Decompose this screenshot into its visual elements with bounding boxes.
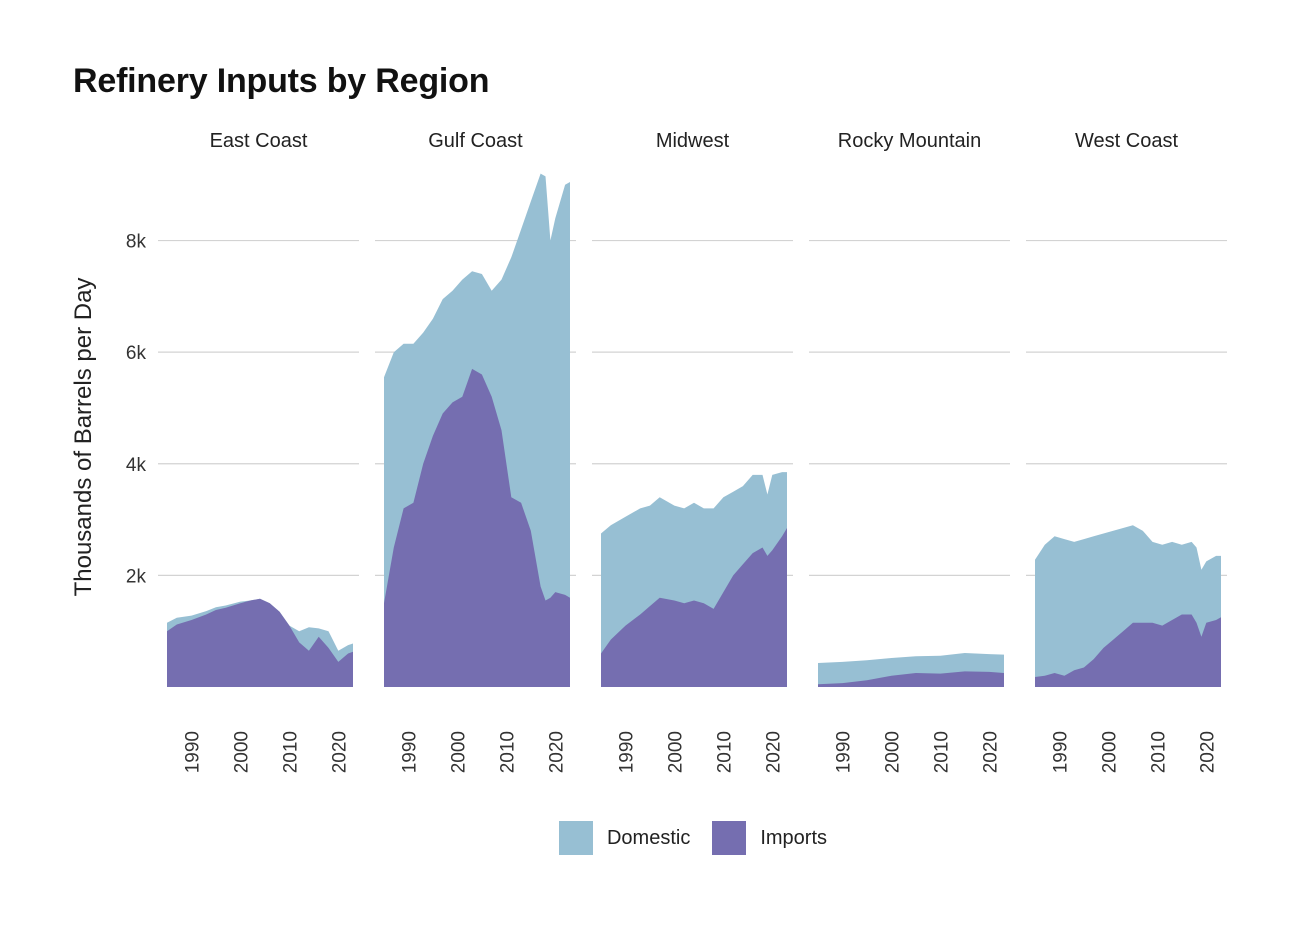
legend-label-imports: Imports: [760, 826, 828, 849]
area-imports-midwest: [601, 528, 787, 687]
area-imports-rocky-mountain: [818, 671, 1004, 687]
legend-item-domestic: Domestic: [558, 821, 691, 855]
x-tick-label-west-coast-2010: 2010: [1148, 731, 1169, 773]
x-tick-label-gulf-coast-1990: 1990: [400, 731, 421, 773]
x-tick-label-east-coast-2020: 2020: [329, 731, 350, 773]
x-tick-label-gulf-coast-2000: 2000: [448, 731, 469, 773]
legend-item-imports: Imports: [712, 821, 827, 855]
y-tick-label-6k: 6k: [126, 343, 147, 364]
legend-label-domestic: Domestic: [606, 826, 691, 849]
facet-title-midwest: Midwest: [656, 130, 730, 152]
y-tick-label-8k: 8k: [126, 232, 147, 253]
facet-midwest: Midwest 1990 2000 2010 2020: [592, 130, 793, 773]
legend-swatch-imports: [712, 821, 747, 855]
x-tick-label-gulf-coast-2020: 2020: [546, 731, 567, 773]
x-tick-label-west-coast-2000: 2000: [1099, 731, 1120, 773]
area-imports-west-coast: [1035, 614, 1221, 687]
facet-title-west-coast: West Coast: [1075, 130, 1178, 152]
facet-west-coast: West Coast 1990 2000 2010 2020: [1026, 130, 1227, 773]
facet-title-gulf-coast: Gulf Coast: [428, 130, 523, 152]
x-tick-label-west-coast-1990: 1990: [1051, 731, 1072, 773]
x-tick-label-midwest-1990: 1990: [617, 731, 638, 773]
x-tick-label-rocky-mountain-2000: 2000: [882, 731, 903, 773]
x-tick-label-rocky-mountain-2010: 2010: [931, 731, 952, 773]
x-tick-label-west-coast-2020: 2020: [1197, 731, 1218, 773]
facet-title-rocky-mountain: Rocky Mountain: [838, 130, 981, 152]
y-tick-label-2k: 2k: [126, 566, 147, 587]
area-imports-east-coast: [167, 598, 353, 687]
x-tick-label-east-coast-1990: 1990: [183, 731, 204, 773]
x-tick-label-midwest-2010: 2010: [714, 731, 735, 773]
x-tick-label-rocky-mountain-2020: 2020: [980, 731, 1001, 773]
facet-east-coast: East Coast 1990 2000 2010 2020: [158, 130, 359, 773]
chart-title: Refinery Inputs by Region: [73, 62, 490, 100]
x-tick-label-east-coast-2000: 2000: [231, 731, 252, 773]
x-tick-label-midwest-2020: 2020: [763, 731, 784, 773]
legend: Domestic Imports: [0, 818, 1302, 858]
facet-rocky-mountain: Rocky Mountain 1990 2000 2010 2020: [809, 130, 1010, 773]
y-tick-label-4k: 4k: [126, 455, 147, 476]
x-tick-label-rocky-mountain-1990: 1990: [834, 731, 855, 773]
x-tick-label-midwest-2000: 2000: [665, 731, 686, 773]
area-imports-gulf-coast: [384, 368, 570, 687]
facet-title-east-coast: East Coast: [210, 130, 308, 152]
y-axis-title: Thousands of Barrels per Day: [70, 278, 97, 597]
x-tick-label-east-coast-2010: 2010: [280, 731, 301, 773]
legend-swatch-domestic: [558, 821, 593, 855]
facet-gulf-coast: Gulf Coast 1990 2000 2010 2020: [375, 130, 576, 773]
x-tick-label-gulf-coast-2010: 2010: [497, 731, 518, 773]
